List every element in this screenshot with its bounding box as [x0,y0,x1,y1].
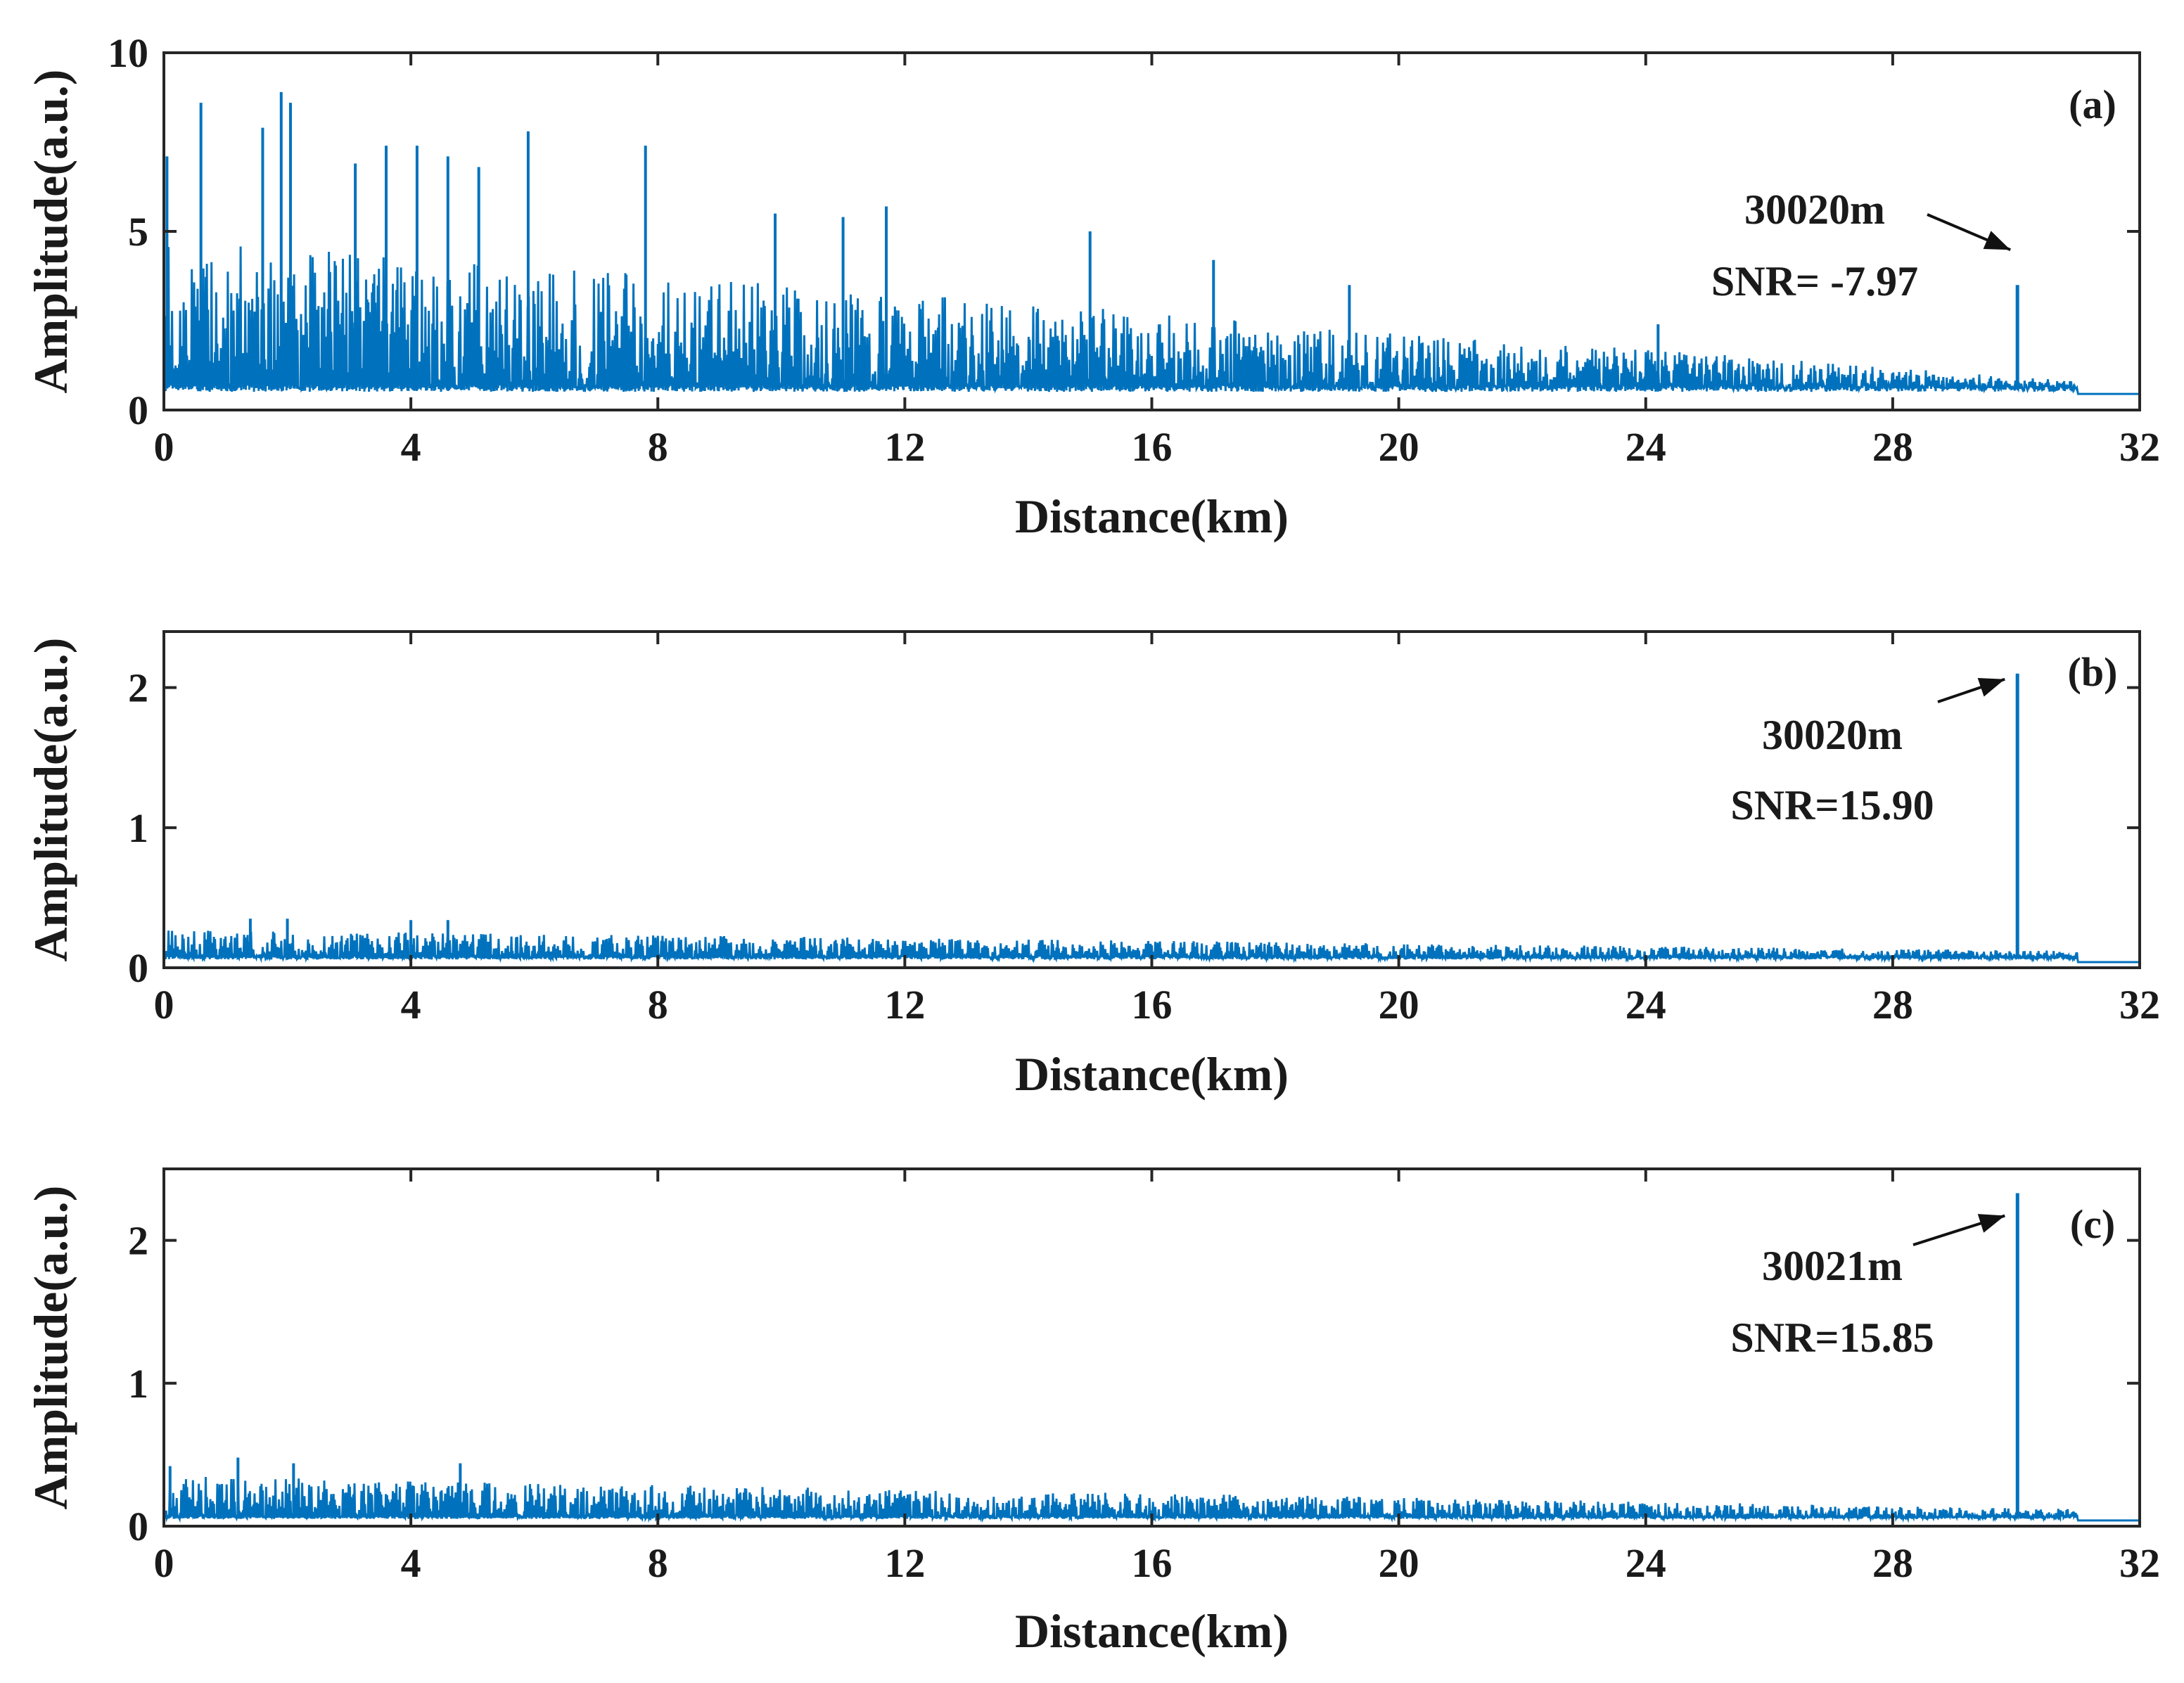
y-tick-label: 0 [128,388,148,433]
panel-label: (a) [2069,82,2116,127]
x-tick-label: 12 [884,982,925,1028]
y-tick-label: 2 [128,665,148,711]
x-tick-label: 4 [401,424,421,470]
x-axis-label: Distance(km) [1015,489,1289,543]
x-axis-label: Distance(km) [1015,1047,1289,1101]
annotation-distance: 30020m [1744,186,1885,233]
panel-label: (c) [2070,1201,2115,1247]
x-tick-label: 0 [154,424,174,470]
x-tick-label: 16 [1132,982,1173,1028]
x-tick-label: 16 [1132,1540,1173,1586]
x-tick-label: 8 [648,1540,668,1586]
x-tick-label: 32 [2119,982,2160,1028]
annotation-arrow [1913,1214,2005,1245]
x-tick-label: 24 [1626,982,1666,1028]
panel-a: 0 4 8 12 16 20 24 28 32 0 5 10 Distance(km) Amplitude… [24,30,2160,543]
y-tick-label: 5 [128,209,148,255]
x-tick-label: 4 [401,982,421,1028]
x-tick-label: 12 [884,1540,925,1586]
y-axis-label: Amplitude(a.u.) [24,70,77,394]
x-axis-label: Distance(km) [1015,1604,1289,1658]
y-tick-label: 1 [128,805,148,851]
x-tick-label: 0 [154,1540,174,1586]
x-tick-label: 28 [1872,982,1913,1028]
x-tick-label: 32 [2119,424,2160,470]
x-tick-label: 8 [648,982,668,1028]
panel-label: (b) [2068,649,2118,695]
annotation-snr: SNR=15.90 [1730,782,1934,828]
y-tick-label: 1 [128,1361,148,1407]
x-tick-label: 24 [1626,424,1666,470]
annotation-arrow [1927,215,2010,250]
x-tick-label: 20 [1379,424,1419,470]
x-tick-label: 4 [401,1540,421,1586]
panel-c: 0 4 8 12 16 20 24 28 32012Distance(km)Amplitude(… [24,1169,2160,1658]
y-tick-label: 10 [108,30,148,76]
y-tick-label: 0 [128,1504,148,1549]
annotation-distance: 30020m [1762,712,1903,758]
annotation-snr: SNR=15.85 [1730,1314,1934,1361]
x-tick-label: 12 [884,424,925,470]
y-axis-label: Amplitude(a.u.) [24,638,77,962]
annotation-snr: SNR= -7.97 [1711,258,1918,305]
x-tick-label: 20 [1379,1540,1419,1586]
x-tick-label: 28 [1872,424,1913,470]
annotation-distance: 30021m [1762,1243,1903,1289]
y-tick-label: 2 [128,1218,148,1264]
x-tick-label: 20 [1379,982,1419,1028]
annotation-arrow [1938,678,2005,702]
y-tick-label: 0 [128,945,148,991]
x-tick-label: 24 [1626,1540,1666,1586]
x-tick-label: 16 [1132,424,1173,470]
x-tick-label: 28 [1872,1540,1913,1586]
x-tick-label: 8 [648,424,668,470]
y-axis-label: Amplitude(a.u.) [24,1186,77,1510]
figure: 0 4 8 12 16 20 24 28 320510Distance(km)Amplitude… [0,0,2184,1683]
panel-b: 0 4 8 12 16 20 24 28 32012Distance(km)Amplitude(… [24,632,2160,1101]
x-tick-label: 0 [154,982,174,1028]
x-tick-label: 32 [2119,1540,2160,1586]
